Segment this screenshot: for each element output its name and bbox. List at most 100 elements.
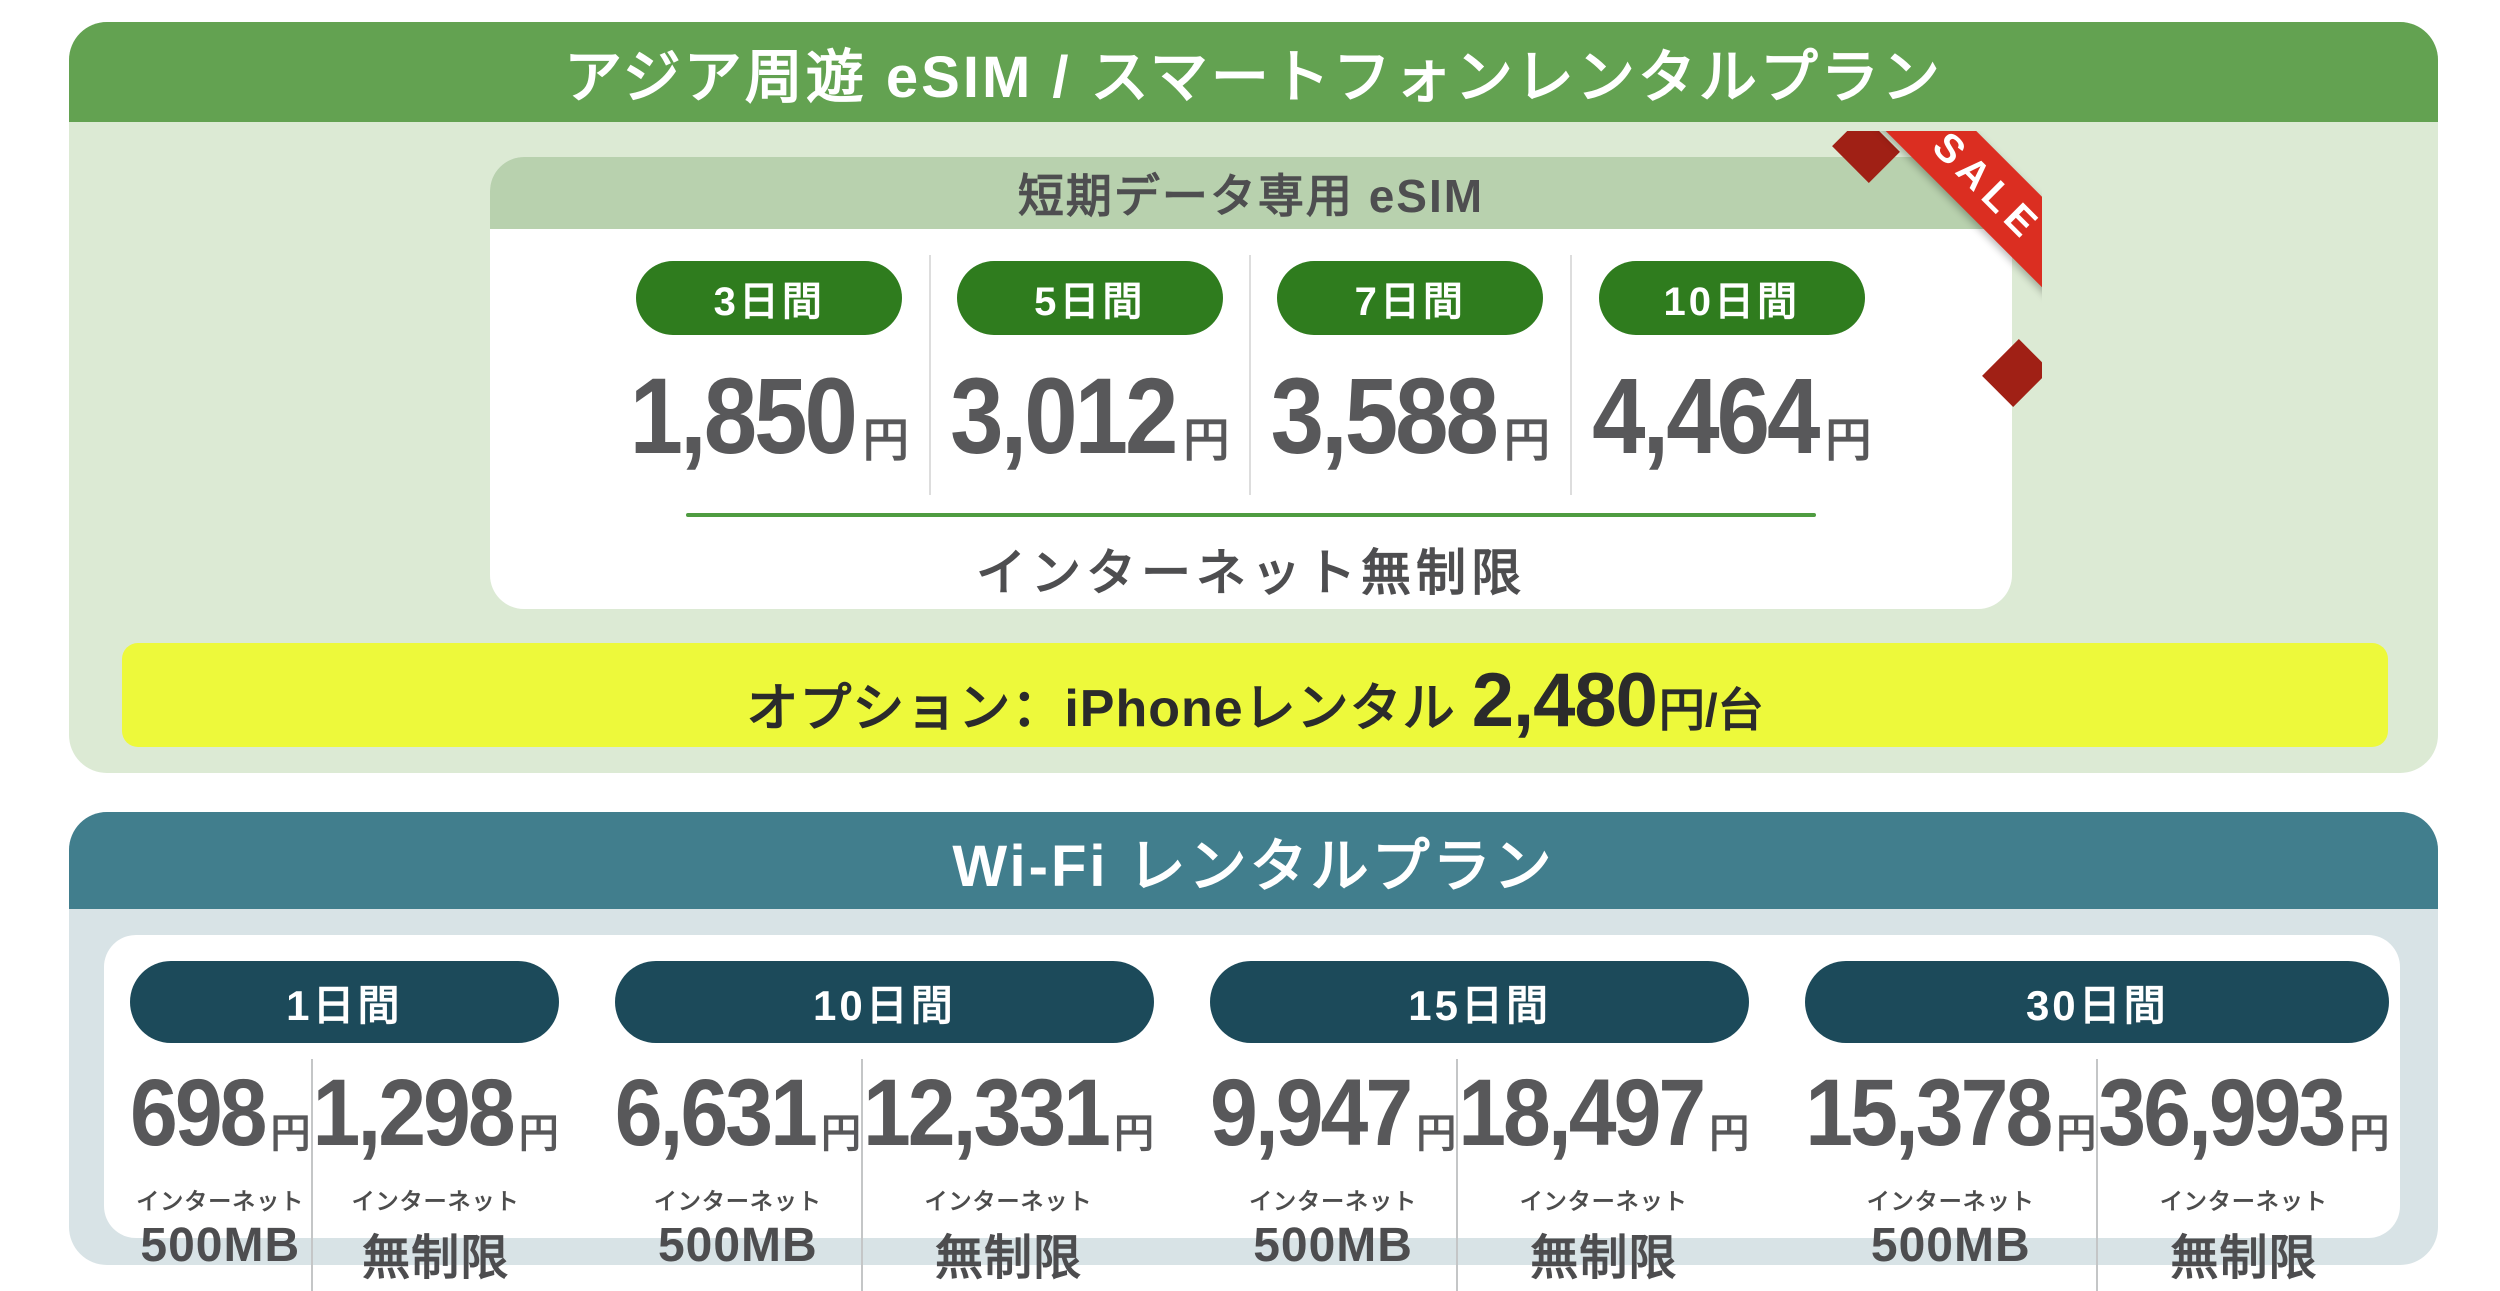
- esim-unlimited-note: インターネット無制限: [976, 545, 1526, 601]
- wifi-option-price: 36,993 円: [2098, 1060, 2390, 1168]
- wifi-option-price-unit: 円: [1709, 1112, 1750, 1156]
- wifi-section-header: Wi-Fi レンタルプラン: [69, 812, 2438, 909]
- iphone-rental-option-text: オプション：iPhoneレンタル 2,480 円/台: [746, 657, 1763, 744]
- wifi-plan-column: 1日間 698 円 インターネット 500MB 1,298 円: [130, 961, 559, 1291]
- wifi-plan-options: 6,631 円 インターネット 500MB 12,331 円 インターネット 無…: [615, 1059, 1154, 1291]
- wifi-option-data-value: 500MB: [657, 1219, 818, 1272]
- wifi-plan-options: 698 円 インターネット 500MB 1,298 円 インターネット 無制限: [130, 1059, 559, 1291]
- esim-plan-price: 3,012 円: [950, 357, 1230, 479]
- esim-plan-grid: 3日間 1,850 円 5日間 3,012 円 7日間 3: [610, 255, 1892, 495]
- wifi-plan-column: 30日間 15,378 円 インターネット 500MB 36,993 円: [1805, 961, 2390, 1291]
- wifi-section-panel: Wi-Fi レンタルプラン 1日間 698 円 インターネット 500MB: [69, 812, 2438, 1291]
- iphone-rental-option-label: オプション：iPhoneレンタル: [746, 680, 1456, 738]
- wifi-plan-column: 10日間 6,631 円 インターネット 500MB 12,331 円: [614, 961, 1154, 1291]
- iphone-rental-option-price: 2,480: [1471, 658, 1658, 743]
- esim-plan-price-number: 3,588: [1270, 356, 1499, 477]
- wifi-option-price-number: 6,631: [614, 1060, 818, 1166]
- wifi-option-data-label: インターネット: [136, 1188, 305, 1214]
- esim-plan-duration-pill: 7日間: [1277, 261, 1544, 335]
- iphone-rental-option-unit: 円/台: [1658, 684, 1764, 736]
- wifi-option-price-number: 36,993: [2098, 1060, 2346, 1166]
- esim-plan-price: 4,464 円: [1592, 357, 1872, 479]
- esim-plan-price-number: 4,464: [1592, 356, 1820, 477]
- wifi-option-price: 15,378 円: [1805, 1060, 2097, 1168]
- wifi-option-price-number: 9,947: [1209, 1060, 1413, 1166]
- wifi-plan-option: 15,378 円 インターネット 500MB: [1805, 1059, 2099, 1291]
- wifi-option-price-unit: 円: [2056, 1112, 2097, 1156]
- esim-plan-price-unit: 円: [1183, 414, 1230, 466]
- wifi-plan-options: 15,378 円 インターネット 500MB 36,993 円 インターネット …: [1805, 1059, 2389, 1291]
- esim-plan-price-number: 1,850: [629, 356, 858, 477]
- wifi-option-data-label: インターネット: [2159, 1188, 2328, 1214]
- wifi-option-data-label: インターネット: [1519, 1188, 1688, 1214]
- esim-section-panel: アジア周遊 eSIM / スマートフォンレンタルプラン 短期データ専用 eSIM…: [69, 22, 2438, 773]
- wifi-option-price-number: 698: [130, 1060, 267, 1166]
- esim-plan-column: 7日間 3,588 円: [1251, 255, 1572, 495]
- esim-plan-price: 3,588 円: [1271, 357, 1550, 479]
- wifi-option-data-label: インターネット: [1249, 1188, 1418, 1214]
- sale-ribbon-fold: [1982, 339, 2042, 407]
- wifi-option-price-unit: 円: [1113, 1112, 1154, 1156]
- esim-plan-price-number: 3,012: [950, 356, 1178, 477]
- wifi-plan-duration-pill: 15日間: [1209, 961, 1750, 1043]
- iphone-rental-option-bar: オプション：iPhoneレンタル 2,480 円/台: [122, 643, 2388, 747]
- esim-plan-column: 10日間 4,464 円: [1572, 255, 1893, 495]
- esim-divider-line: [686, 513, 1816, 517]
- wifi-option-data-value: 無制限: [1530, 1232, 1678, 1285]
- wifi-plan-duration-pill: 30日間: [1805, 961, 2390, 1043]
- esim-card: 短期データ専用 eSIM SALE 3日間 1,850 円 5日間: [490, 131, 2042, 609]
- wifi-option-price: 9,947 円: [1210, 1060, 1457, 1168]
- wifi-plan-option: 36,993 円 インターネット 無制限: [2098, 1059, 2389, 1291]
- esim-plan-column: 3日間 1,850 円: [610, 255, 931, 495]
- wifi-option-data-value: 500MB: [140, 1219, 301, 1272]
- wifi-option-price-number: 18,497: [1458, 1060, 1706, 1166]
- wifi-plan-option: 6,631 円 インターネット 500MB: [615, 1059, 863, 1291]
- esim-section-title: アジア周遊 eSIM / スマートフォンレンタルプラン: [564, 45, 1943, 110]
- wifi-option-data-label: インターネット: [1866, 1188, 2035, 1214]
- wifi-plan-duration-pill: 10日間: [614, 961, 1154, 1043]
- esim-plan-duration-pill: 5日間: [956, 261, 1223, 335]
- wifi-option-price: 1,298 円: [313, 1060, 559, 1168]
- wifi-plan-option: 12,331 円 インターネット 無制限: [863, 1059, 1154, 1291]
- wifi-plan-option: 18,497 円 インターネット 無制限: [1458, 1059, 1749, 1291]
- wifi-section-title: Wi-Fi レンタルプラン: [952, 833, 1555, 899]
- wifi-option-price-unit: 円: [1416, 1112, 1457, 1156]
- wifi-plan-options: 9,947 円 インターネット 500MB 18,497 円 インターネット 無…: [1210, 1059, 1749, 1291]
- wifi-option-price-unit: 円: [820, 1112, 861, 1156]
- wifi-option-price: 698 円: [130, 1060, 311, 1168]
- wifi-option-data-label: インターネット: [351, 1188, 520, 1214]
- esim-plan-duration-pill: 10日間: [1598, 261, 1865, 335]
- wifi-option-price: 12,331 円: [863, 1060, 1154, 1168]
- wifi-option-price: 18,497 円: [1458, 1060, 1750, 1168]
- wifi-option-data-label: インターネット: [924, 1188, 1093, 1214]
- wifi-option-data-value: 無制限: [2170, 1232, 2318, 1285]
- wifi-option-price-unit: 円: [2349, 1112, 2390, 1156]
- esim-card-header-label: 短期データ専用 eSIM: [1017, 170, 1485, 222]
- wifi-option-price-number: 1,298: [312, 1060, 516, 1166]
- wifi-option-data-value: 500MB: [1870, 1219, 2031, 1272]
- wifi-option-price: 6,631 円: [615, 1060, 861, 1168]
- esim-plan-price-unit: 円: [1503, 414, 1550, 466]
- esim-section-header: アジア周遊 eSIM / スマートフォンレンタルプラン: [69, 22, 2438, 122]
- esim-plan-price-unit: 円: [862, 414, 909, 466]
- esim-plan-price: 1,850 円: [630, 357, 909, 479]
- wifi-option-data-value: 無制限: [934, 1232, 1082, 1285]
- wifi-option-price-number: 15,378: [1805, 1060, 2053, 1166]
- esim-plan-column: 5日間 3,012 円: [931, 255, 1251, 495]
- wifi-option-price-unit: 円: [518, 1112, 559, 1156]
- esim-plan-price-unit: 円: [1825, 414, 1872, 466]
- esim-card-header: 短期データ専用 eSIM: [490, 157, 2012, 229]
- wifi-plans-card: 1日間 698 円 インターネット 500MB 1,298 円: [104, 935, 2400, 1291]
- wifi-plan-column: 15日間 9,947 円 インターネット 500MB 18,497 円: [1209, 961, 1750, 1291]
- wifi-option-data-value: 500MB: [1253, 1219, 1413, 1272]
- esim-plan-duration-pill: 3日間: [636, 261, 903, 335]
- wifi-plan-duration-pill: 1日間: [130, 961, 559, 1043]
- wifi-option-data-label: インターネット: [653, 1188, 822, 1214]
- wifi-plan-option: 1,298 円 インターネット 無制限: [313, 1059, 559, 1291]
- wifi-option-data-value: 無制限: [362, 1232, 510, 1285]
- wifi-plan-option: 698 円 インターネット 500MB: [130, 1059, 313, 1291]
- wifi-option-price-unit: 円: [270, 1112, 311, 1156]
- wifi-plan-option: 9,947 円 インターネット 500MB: [1210, 1059, 1459, 1291]
- wifi-option-price-number: 12,331: [862, 1060, 1111, 1166]
